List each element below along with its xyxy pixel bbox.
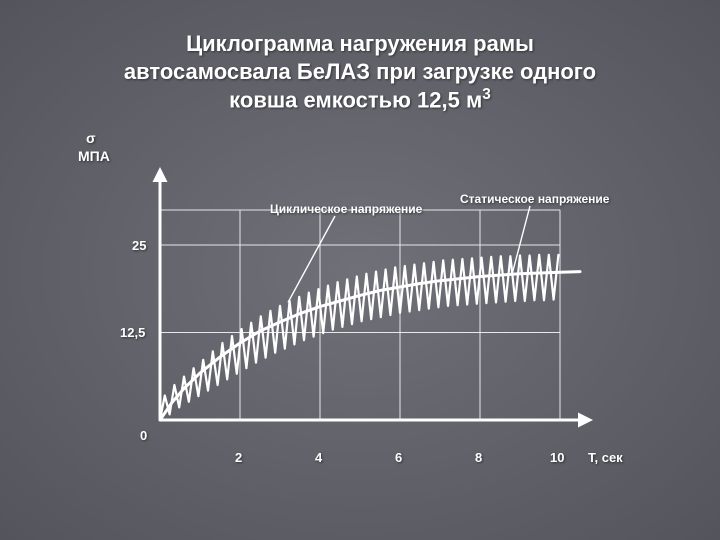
title-line-3: ковша емкостью 12,5 м — [229, 87, 482, 112]
cyclic-curve — [160, 255, 558, 420]
x-axis-title: T, сек — [588, 450, 623, 465]
title-line-1: Циклограмма нагружения рамы — [186, 31, 534, 56]
callout-cyclic-label: Циклическое напряжение — [270, 202, 422, 216]
y-axis-symbol: σ — [86, 130, 96, 146]
x-tick-2: 2 — [235, 450, 242, 465]
x-tick-6: 6 — [395, 450, 402, 465]
y-tick-0: 0 — [140, 428, 147, 443]
slide-title: Циклограмма нагружения рамы автосамосвал… — [60, 30, 660, 114]
title-line-2: автосамосвала БеЛАЗ при загрузке одного — [124, 59, 596, 84]
x-tick-8: 8 — [475, 450, 482, 465]
slide: Циклограмма нагружения рамы автосамосвал… — [0, 0, 720, 540]
title-sup: 3 — [482, 86, 491, 103]
y-tick-12-5: 12,5 — [120, 325, 145, 340]
x-tick-10: 10 — [550, 450, 564, 465]
x-tick-4: 4 — [315, 450, 322, 465]
y-axis-unit: МПА — [78, 148, 110, 164]
callout-static-label: Статическое напряжение — [460, 192, 609, 206]
chart: σ МПА Циклическое напряжение Статическое… — [110, 150, 670, 510]
y-tick-25: 25 — [132, 238, 146, 253]
